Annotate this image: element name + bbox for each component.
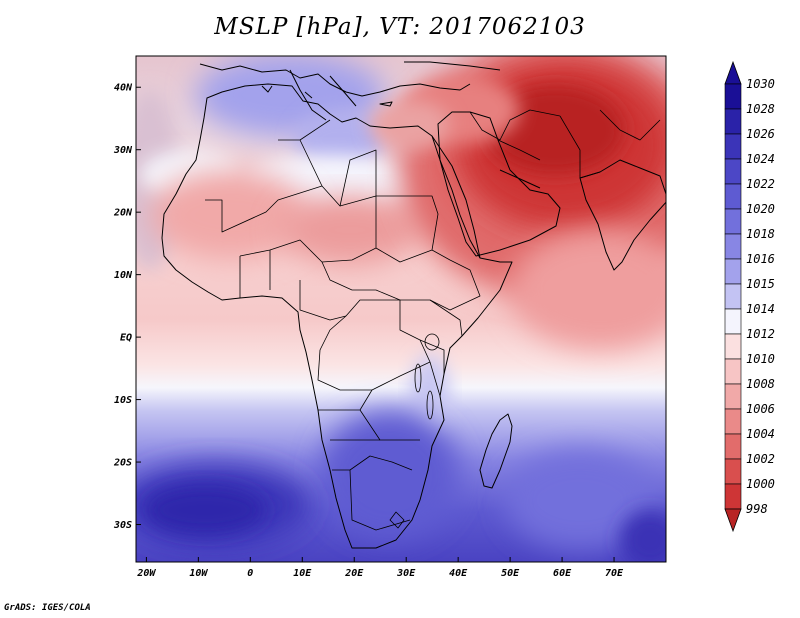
colorbar-label: 1002 (746, 452, 775, 466)
y-axis-ticks: 40N 30N 20N 10N EQ 10S 20S 30S (113, 83, 141, 531)
y-tick-label: EQ (120, 333, 132, 344)
y-tick-label: 10S (114, 395, 132, 406)
x-tick-label: 0 (247, 568, 253, 579)
colorbar-label: 1018 (746, 227, 775, 241)
x-tick-label: 40E (449, 568, 468, 579)
colorbar-swatch (724, 233, 742, 260)
x-tick-label: 10W (189, 568, 208, 579)
colorbar-label: 1008 (746, 377, 775, 391)
colorbar-label: 1000 (746, 477, 775, 491)
colorbar-swatch (724, 333, 742, 360)
y-tick-label: 20S (113, 458, 132, 469)
colorbar-swatch (724, 208, 742, 235)
y-tick-label: 30S (113, 520, 132, 531)
map-frame (135, 55, 667, 563)
y-tick-label: 20N (113, 208, 133, 219)
colorbar-swatch (724, 358, 742, 385)
y-tick-label: 10N (114, 270, 133, 281)
colorbar-swatch (724, 183, 742, 210)
colorbar-swatch (724, 158, 742, 185)
colorbar-label: 1020 (746, 202, 775, 216)
colorbar-swatch (724, 408, 742, 435)
country-borders (205, 109, 661, 531)
colorbar-swatch (724, 133, 742, 160)
colorbar-label: 1024 (746, 152, 775, 166)
chart-title: MSLP [hPa], VT: 2017062103 (214, 14, 586, 40)
southern-africa-high (320, 410, 460, 540)
colorbar-label: 1004 (746, 427, 775, 441)
x-axis-ticks: 20W 10W 0 10E 20E 30E 40E 50E 60E 70E (136, 557, 624, 579)
colorbar-swatch (724, 433, 742, 460)
x-tick-label: 60E (553, 568, 572, 579)
pressure-field (136, 56, 666, 562)
colorbar: 1030 1028 1026 1024 1022 1020 1018 1016 1015 1014… (724, 60, 775, 533)
colorbar-label: 1026 (746, 127, 775, 141)
colorbar-swatch (724, 458, 742, 485)
colorbar-label: 1028 (746, 102, 775, 116)
colorbar-top-arrow (724, 60, 742, 85)
x-tick-label: 20W (136, 568, 156, 579)
x-tick-label: 10E (293, 568, 312, 579)
colorbar-label: 1014 (746, 302, 775, 316)
colorbar-label: 1012 (746, 327, 775, 341)
x-tick-label: 20E (344, 568, 364, 579)
y-tick-label: 30N (113, 145, 133, 156)
colorbar-swatch (724, 258, 742, 285)
colorbar-label: 1022 (746, 177, 775, 191)
colorbar-label: 1016 (746, 252, 775, 266)
grads-credit: GrADS: IGES/COLA (4, 603, 91, 613)
colorbar-swatch (724, 483, 742, 510)
colorbar-label: 1010 (746, 352, 775, 366)
coastline (161, 61, 666, 549)
colorbar-label: 1015 (746, 277, 775, 291)
colorbar-label: 1006 (746, 402, 775, 416)
colorbar-swatch (724, 83, 742, 110)
colorbar-bottom-arrow (724, 508, 742, 533)
colorbar-swatch (724, 308, 742, 335)
x-tick-label: 50E (501, 568, 520, 579)
indian-ocean-high (505, 450, 655, 550)
colorbar-swatch (724, 383, 742, 410)
colorbar-label: 1030 (746, 77, 775, 91)
lakes (414, 333, 440, 420)
saharan-low (150, 170, 310, 260)
colorbar-swatch (724, 283, 742, 310)
x-tick-label: 30E (396, 568, 416, 579)
colorbar-swatch (724, 108, 742, 135)
y-tick-label: 40N (114, 83, 133, 94)
colorbar-label: 998 (746, 502, 768, 516)
x-tick-label: 70E (605, 568, 624, 579)
